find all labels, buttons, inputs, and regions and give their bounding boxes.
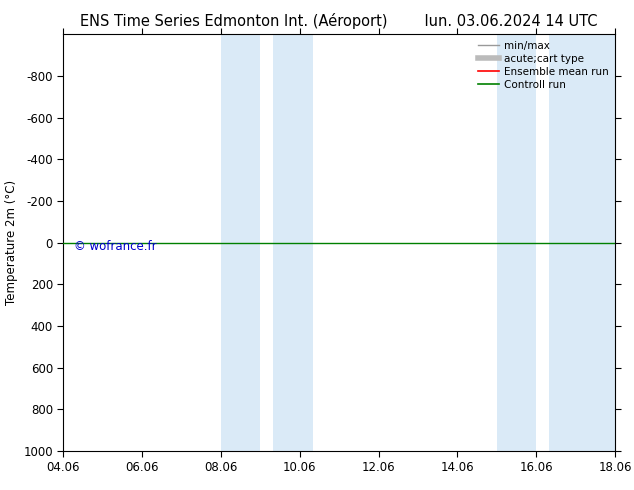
Text: © wofrance.fr: © wofrance.fr	[74, 241, 157, 253]
Bar	[497, 34, 536, 451]
Y-axis label: Temperature 2m (°C): Temperature 2m (°C)	[5, 180, 18, 305]
Legend: min/max, acute;cart type, Ensemble mean run, Controll run: min/max, acute;cart type, Ensemble mean …	[474, 36, 613, 94]
Title: ENS Time Series Edmonton Int. (Aéroport)        lun. 03.06.2024 14 UTC: ENS Time Series Edmonton Int. (Aéroport)…	[81, 13, 598, 29]
Bar	[549, 34, 615, 451]
Bar	[273, 34, 313, 451]
Bar	[221, 34, 261, 451]
